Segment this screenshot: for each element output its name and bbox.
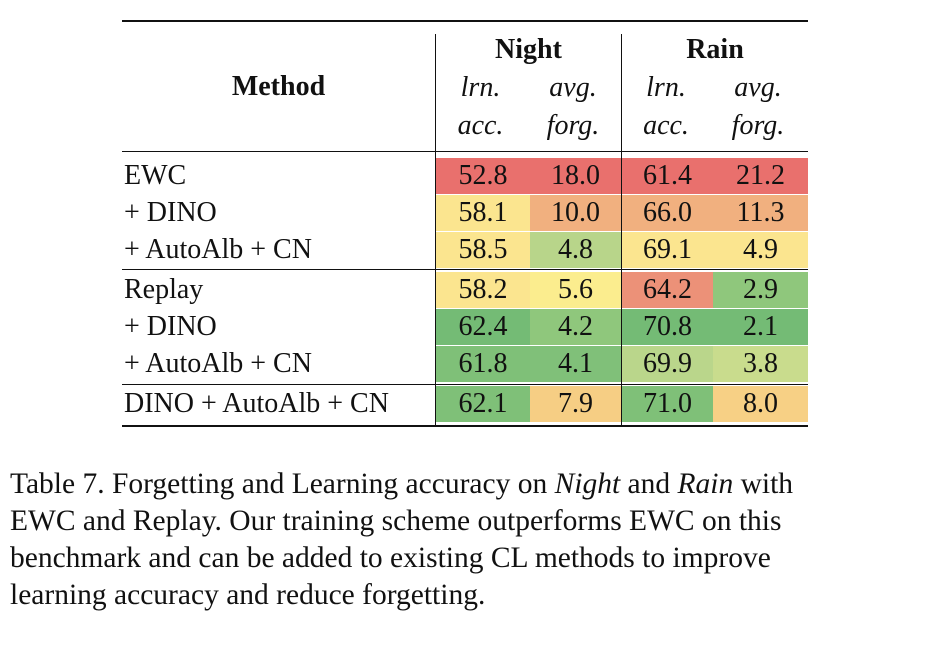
caption-text: with — [733, 468, 794, 500]
cell-night-avg-forg: 4.8 — [530, 232, 621, 268]
cell-night-lrn-acc: 58.1 — [436, 195, 530, 231]
caption-emph-night: Night — [554, 468, 621, 500]
table-row: EWC 52.8 18.0 61.4 21.2 — [122, 158, 808, 194]
table-caption: Table 7. Forgetting and Learning accurac… — [10, 466, 930, 614]
caption-emph-rain: Rain — [677, 468, 734, 500]
caption-line-2: EWC and Replay. Our training scheme outp… — [10, 505, 782, 537]
subheader-night-avg: avg. — [549, 72, 597, 103]
row-method: Replay — [124, 274, 204, 305]
cell-rain-avg-forg: 21.2 — [713, 158, 808, 194]
caption-line-3: benchmark and can be added to existing C… — [10, 542, 771, 574]
row-method: + DINO — [124, 311, 217, 342]
subheader-night-acc: acc. — [457, 110, 504, 141]
cell-night-avg-forg: 4.1 — [530, 346, 621, 382]
subheader-rain-acc: acc. — [643, 110, 689, 141]
caption-text: and — [620, 468, 678, 500]
row-method: + AutoAlb + CN — [124, 348, 312, 379]
header-rule — [122, 151, 808, 152]
cell-rain-lrn-acc: 69.1 — [622, 232, 713, 268]
cell-rain-avg-forg: 3.8 — [713, 346, 808, 382]
table-row: DINO + AutoAlb + CN 62.1 7.9 71.0 8.0 — [122, 386, 808, 422]
cell-rain-avg-forg: 11.3 — [713, 195, 808, 231]
cell-rain-avg-forg: 2.1 — [713, 309, 808, 345]
header-group-rain: Rain — [686, 34, 744, 65]
cell-night-lrn-acc: 58.2 — [436, 272, 530, 308]
group-rule-1 — [122, 269, 808, 270]
table-row: + DINO 58.1 10.0 66.0 11.3 — [122, 195, 808, 231]
cell-night-avg-forg: 4.2 — [530, 309, 621, 345]
cell-rain-avg-forg: 4.9 — [713, 232, 808, 268]
row-method: + DINO — [124, 197, 217, 228]
cell-night-lrn-acc: 52.8 — [436, 158, 530, 194]
cell-night-avg-forg: 18.0 — [530, 158, 621, 194]
cell-rain-lrn-acc: 70.8 — [622, 309, 713, 345]
row-method: + AutoAlb + CN — [124, 234, 312, 265]
caption-line-4: learning accuracy and reduce forgetting. — [10, 579, 486, 611]
cell-rain-lrn-acc: 71.0 — [622, 386, 713, 422]
subheader-rain-lrn: lrn. — [646, 72, 686, 103]
cell-rain-avg-forg: 8.0 — [713, 386, 808, 422]
cell-night-lrn-acc: 58.5 — [436, 232, 530, 268]
header-group-night: Night — [495, 34, 562, 65]
subheader-rain-avg: avg. — [734, 72, 782, 103]
table-row: + DINO 62.4 4.2 70.8 2.1 — [122, 309, 808, 345]
cell-night-avg-forg: 7.9 — [530, 386, 621, 422]
table-row: + AutoAlb + CN 61.8 4.1 69.9 3.8 — [122, 346, 808, 382]
cell-rain-avg-forg: 2.9 — [713, 272, 808, 308]
subheader-rain-forg: forg. — [731, 110, 785, 141]
cell-night-lrn-acc: 62.1 — [436, 386, 530, 422]
cell-rain-lrn-acc: 61.4 — [622, 158, 713, 194]
caption-line-1: Table 7. Forgetting and Learning accurac… — [10, 466, 930, 503]
cell-night-avg-forg: 10.0 — [530, 195, 621, 231]
cell-rain-lrn-acc: 64.2 — [622, 272, 713, 308]
row-method: EWC — [124, 160, 187, 191]
top-rule — [122, 20, 808, 22]
subheader-night-lrn: lrn. — [460, 72, 501, 103]
subheader-night-forg: forg. — [546, 110, 600, 141]
caption-text: Table 7. Forgetting and Learning accurac… — [10, 468, 555, 500]
group-rule-2 — [122, 384, 808, 385]
table-row: Replay 58.2 5.6 64.2 2.9 — [122, 272, 808, 308]
vsep-method — [435, 34, 436, 425]
header-method: Method — [231, 71, 326, 102]
cell-rain-lrn-acc: 66.0 — [622, 195, 713, 231]
bottom-rule — [122, 425, 808, 427]
cell-rain-lrn-acc: 69.9 — [622, 346, 713, 382]
cell-night-lrn-acc: 62.4 — [436, 309, 530, 345]
row-method: DINO + AutoAlb + CN — [124, 388, 389, 419]
cell-night-lrn-acc: 61.8 — [436, 346, 530, 382]
table-row: + AutoAlb + CN 58.5 4.8 69.1 4.9 — [122, 232, 808, 268]
vsep-groups — [621, 34, 622, 425]
cell-night-avg-forg: 5.6 — [530, 272, 621, 308]
